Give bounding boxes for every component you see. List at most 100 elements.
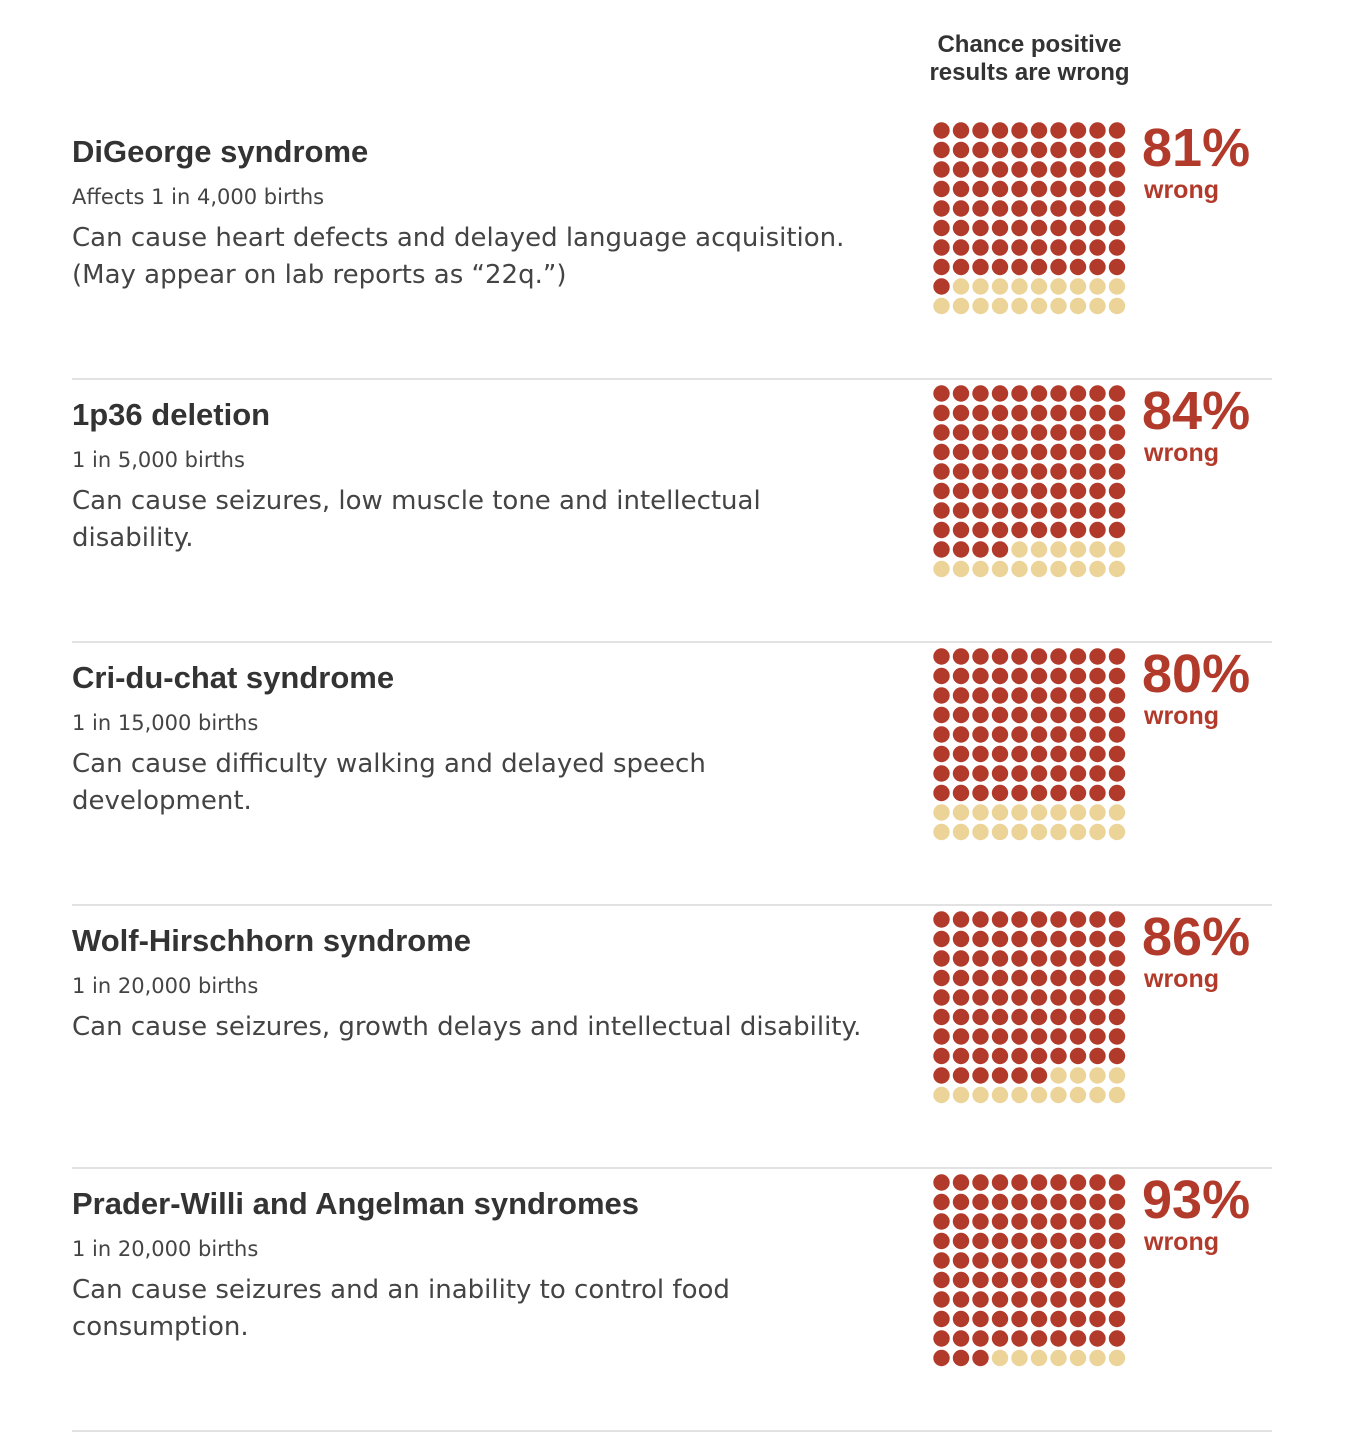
- condition-description: Can cause seizures and an inability to c…: [72, 1275, 730, 1342]
- wrong-dot: [972, 784, 989, 802]
- wrong-dot: [952, 482, 970, 500]
- correct-dot: [1069, 804, 1087, 821]
- wrong-dot: [1011, 521, 1028, 539]
- wrong-dot: [952, 667, 970, 685]
- wrong-dot: [952, 1174, 970, 1191]
- wrong-dot: [1089, 745, 1106, 763]
- wrong-dot: [1069, 424, 1087, 441]
- correct-dot: [972, 278, 989, 295]
- wrong-dot: [1069, 969, 1087, 987]
- wrong-label: wrong: [1144, 965, 1219, 993]
- wrong-dot: [1011, 219, 1028, 237]
- wrong-dot: [1089, 404, 1106, 422]
- wrong-dot: [1069, 1330, 1087, 1347]
- wrong-dot: [933, 1213, 950, 1230]
- correct-dot: [991, 1086, 1009, 1104]
- wrong-dot: [991, 1232, 1009, 1250]
- wrong-dot: [972, 1291, 989, 1308]
- wrong-dot: [1069, 1193, 1087, 1211]
- wrong-dot: [1011, 1330, 1028, 1347]
- wrong-dot: [1030, 911, 1048, 928]
- wrong-dot: [1030, 1008, 1048, 1026]
- wrong-dot: [991, 180, 1009, 198]
- wrong-dot: [1050, 1330, 1067, 1347]
- wrong-dot: [1108, 161, 1126, 178]
- wrong-dot: [933, 219, 950, 237]
- wrong-dot: [1050, 930, 1067, 948]
- wrong-dot: [1089, 385, 1106, 402]
- condition-row: Cri-du-chat syndrome 1 in 15,000 births Ca…: [72, 643, 1272, 906]
- wrong-dot: [1069, 989, 1087, 1006]
- wrong-dot: [1011, 161, 1028, 178]
- wrong-dot: [1108, 1291, 1126, 1308]
- correct-dot: [1089, 1067, 1106, 1084]
- wrong-dot: [1069, 1213, 1087, 1230]
- wrong-dot: [991, 989, 1009, 1006]
- wrong-dot: [952, 443, 970, 461]
- wrong-dot: [952, 1310, 970, 1328]
- wrong-dot: [1089, 706, 1106, 724]
- wrong-dot: [972, 161, 989, 178]
- wrong-dot: [952, 745, 970, 763]
- wrong-dot: [1089, 122, 1106, 139]
- wrong-dot: [1030, 784, 1048, 802]
- correct-dot: [1069, 1086, 1087, 1104]
- correct-dot: [1030, 560, 1048, 578]
- wrong-dot: [952, 1067, 970, 1084]
- wrong-dot: [1108, 1252, 1126, 1269]
- wrong-dot: [1030, 424, 1048, 441]
- wrong-dot: [1069, 443, 1087, 461]
- wrong-dot: [952, 161, 970, 178]
- wrong-dot: [1050, 667, 1067, 685]
- wrong-dot: [1030, 502, 1048, 519]
- correct-dot: [1089, 541, 1106, 558]
- wrong-dot: [972, 443, 989, 461]
- wrong-dot: [952, 404, 970, 422]
- wrong-dot: [991, 1252, 1009, 1269]
- condition-prevalence: 1 in 15,000 births: [72, 711, 259, 735]
- wrong-dot: [952, 1047, 970, 1065]
- condition-description: Can cause seizures, growth delays and in…: [72, 1012, 862, 1042]
- wrong-dot: [1069, 482, 1087, 500]
- wrong-dot: [952, 1271, 970, 1289]
- wrong-dot: [1069, 463, 1087, 480]
- wrong-dot: [1069, 1008, 1087, 1026]
- wrong-dot: [1050, 989, 1067, 1006]
- wrong-dot: [1069, 1310, 1087, 1328]
- wrong-dot: [1089, 1213, 1106, 1230]
- correct-dot: [952, 1086, 970, 1104]
- wrong-dot: [972, 950, 989, 967]
- correct-dot: [1089, 278, 1106, 295]
- correct-dot: [1108, 541, 1126, 558]
- wrong-dot: [952, 122, 970, 139]
- wrong-dot: [1108, 443, 1126, 461]
- waffle-svg: [933, 911, 1126, 1104]
- wrong-dot: [1069, 141, 1087, 159]
- wrong-dot: [1108, 521, 1126, 539]
- wrong-dot: [1069, 502, 1087, 519]
- wrong-dot: [1050, 463, 1067, 480]
- wrong-dot: [972, 404, 989, 422]
- correct-dot: [1089, 1086, 1106, 1104]
- correct-dot: [952, 804, 970, 821]
- wrong-dot: [1030, 1291, 1048, 1308]
- wrong-dot: [1030, 1271, 1048, 1289]
- wrong-dot: [991, 521, 1009, 539]
- wrong-dot: [1050, 180, 1067, 198]
- wrong-dot: [952, 969, 970, 987]
- wrong-dot: [1089, 1008, 1106, 1026]
- wrong-dot: [1108, 1330, 1126, 1347]
- wrong-dot: [1069, 1271, 1087, 1289]
- wrong-label: wrong: [1144, 702, 1219, 730]
- wrong-dot: [1089, 911, 1106, 928]
- wrong-dot: [1011, 989, 1028, 1006]
- wrong-dot: [952, 687, 970, 704]
- wrong-dot: [952, 541, 970, 558]
- wrong-dot: [1108, 1271, 1126, 1289]
- wrong-dot: [952, 521, 970, 539]
- wrong-dot: [1108, 1193, 1126, 1211]
- wrong-dot: [972, 200, 989, 217]
- wrong-dot: [952, 989, 970, 1006]
- wrong-dot: [1108, 141, 1126, 159]
- wrong-dot: [933, 482, 950, 500]
